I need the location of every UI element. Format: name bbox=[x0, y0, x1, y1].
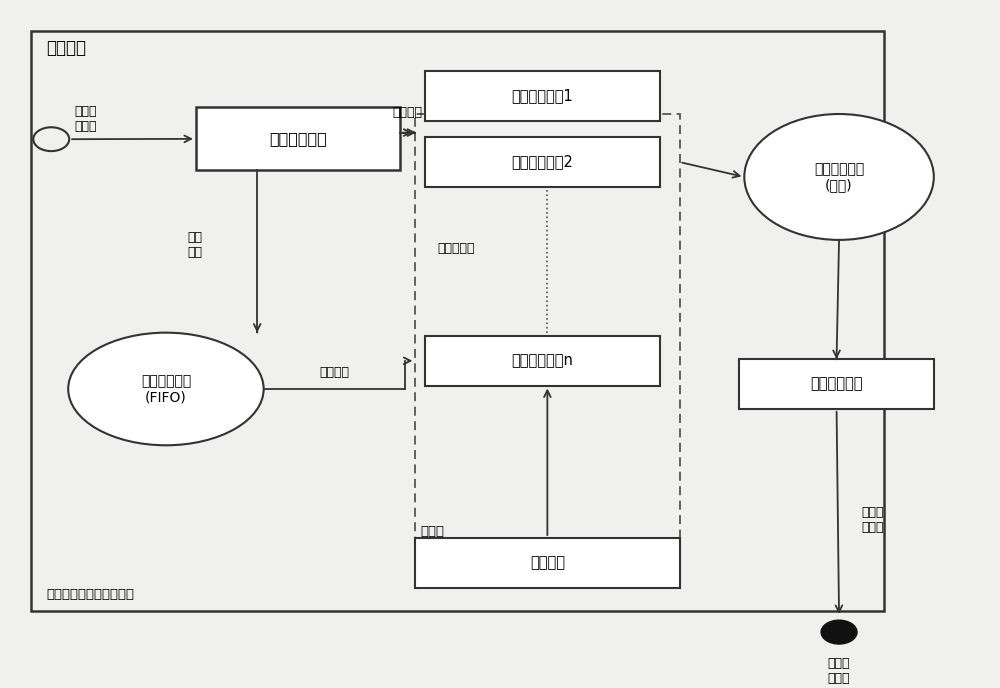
Text: 读取数据: 读取数据 bbox=[319, 366, 349, 379]
Bar bbox=[415, 114, 680, 548]
Text: 缓冲
数据: 缓冲 数据 bbox=[187, 231, 202, 259]
Bar bbox=[425, 137, 660, 187]
Text: 数据缓冲队列
(FIFO): 数据缓冲队列 (FIFO) bbox=[141, 374, 191, 404]
Bar bbox=[739, 359, 934, 409]
Ellipse shape bbox=[68, 333, 264, 445]
Text: 数据接收线程: 数据接收线程 bbox=[269, 131, 327, 147]
Bar bbox=[415, 538, 680, 588]
Bar bbox=[425, 336, 660, 386]
Text: 分片和编码: 分片和编码 bbox=[438, 241, 475, 255]
Text: 数据发送线程: 数据发送线程 bbox=[810, 376, 863, 391]
Text: 调度数据: 调度数据 bbox=[393, 107, 423, 119]
Text: 数据处理线程n: 数据处理线程n bbox=[511, 354, 573, 368]
Text: 数据处理线程2: 数据处理线程2 bbox=[511, 155, 573, 169]
Ellipse shape bbox=[744, 114, 934, 240]
Text: 线程池: 线程池 bbox=[420, 525, 444, 538]
Text: 数据处理线程1: 数据处理线程1 bbox=[512, 88, 573, 103]
Text: 接收业
务数据: 接收业 务数据 bbox=[74, 105, 97, 133]
Bar bbox=[196, 107, 400, 171]
Text: 数据传
输系统: 数据传 输系统 bbox=[828, 657, 850, 685]
Text: 发送编
码数据: 发送编 码数据 bbox=[861, 506, 884, 535]
Text: 前置系统: 前置系统 bbox=[46, 39, 86, 57]
Text: 说明：箭头表示数据流向: 说明：箭头表示数据流向 bbox=[46, 588, 134, 601]
Text: 监控线程: 监控线程 bbox=[530, 555, 565, 570]
Circle shape bbox=[821, 620, 857, 644]
Text: 数据发送队列
(有序): 数据发送队列 (有序) bbox=[814, 162, 864, 192]
Bar bbox=[425, 71, 660, 120]
Bar bbox=[31, 31, 884, 611]
